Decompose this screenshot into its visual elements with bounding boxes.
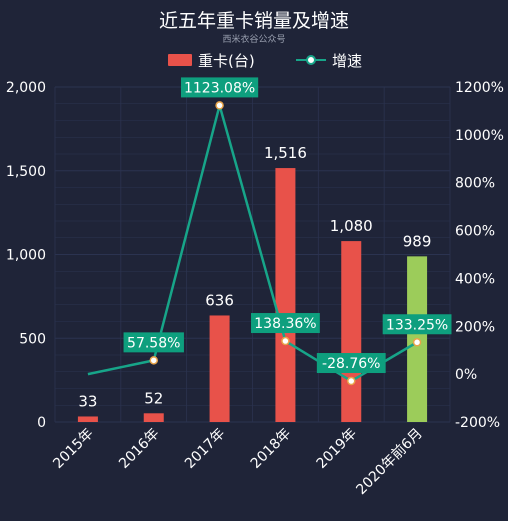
right-axis-tick-label: 200% (455, 319, 495, 335)
left-axis: 0 500 1,000 1,500 2,000 (6, 80, 46, 431)
growth-label-box (316, 353, 386, 374)
x-axis-tick-label: 2017年 (182, 426, 228, 472)
left-axis-tick-label: 1,500 (6, 164, 46, 180)
x-axis-tick-label: 2015年 (50, 426, 96, 472)
x-axis-tick-label: 2016年 (116, 426, 162, 472)
bar-value-label: 636 (205, 291, 234, 309)
bar (341, 241, 362, 422)
growth-point (281, 336, 290, 346)
right-axis-tick-label: 1000% (455, 128, 504, 144)
growth-point (347, 376, 356, 386)
right-axis-tick-label: 800% (455, 176, 495, 192)
bar-value-label: 1,080 (330, 217, 373, 235)
grid (54, 86, 451, 423)
left-axis-tick-label: 0 (37, 415, 46, 431)
growth-value-label: 138.36% (254, 316, 316, 332)
bar (143, 413, 164, 422)
bar (77, 416, 98, 422)
x-axis-tick-label: 2018年 (248, 426, 294, 472)
x-axis-tick-label: 2020年前6月 (353, 425, 426, 498)
right-axis: -200% 0% 200% 400% 600% 800% 1000% 1200% (455, 80, 504, 431)
right-axis-tick-label: 400% (455, 271, 495, 287)
growth-point (412, 338, 422, 347)
growth-label-box (382, 314, 452, 335)
right-axis-tick-label: -200% (455, 415, 500, 431)
growth-value-label: 133.25% (386, 317, 448, 333)
x-axis-tick-label: 2019年 (314, 426, 360, 472)
bar-value-labels: 33 52 636 1,516 1,080 989 (78, 144, 431, 410)
growth-value-label: -28.76% (322, 356, 380, 372)
bar (209, 315, 230, 422)
legend: 重卡(台) 增速 (168, 52, 362, 70)
growth-label-box (180, 77, 259, 98)
growth-value-label: 57.58% (127, 335, 180, 351)
legend-line-marker (306, 55, 316, 65)
growth-value-labels: 57.58% 1123.08% 138.36% -28.76% 133.25% (123, 77, 452, 374)
chart-title: 近五年重卡销量及增速 (159, 10, 349, 32)
right-axis-tick-label: 1200% (455, 80, 504, 96)
growth-value-label: 1123.08% (184, 80, 255, 96)
bar-value-label: 1,516 (264, 144, 307, 162)
right-axis-tick-label: 0% (455, 367, 477, 383)
growth-line-path (87, 104, 418, 383)
left-axis-tick-label: 500 (19, 331, 46, 347)
bar-value-label: 33 (78, 392, 97, 410)
left-axis-tick-label: 2,000 (6, 80, 46, 96)
chart-subtitle: 西米衣谷公众号 (222, 33, 285, 45)
growth-label-box (251, 313, 320, 334)
growth-point (149, 356, 158, 365)
bar-value-label: 52 (144, 389, 163, 407)
legend-bar-swatch (168, 54, 192, 66)
legend-bar-label: 重卡(台) (198, 52, 255, 70)
growth-label-box (123, 332, 184, 353)
bar (275, 168, 296, 422)
legend-line-label: 增速 (332, 52, 362, 70)
right-axis-tick-label: 600% (455, 224, 495, 240)
growth-line (87, 101, 422, 386)
bar-value-label: 989 (403, 232, 432, 250)
growth-point (215, 101, 224, 110)
left-axis-tick-label: 1,000 (6, 248, 46, 264)
